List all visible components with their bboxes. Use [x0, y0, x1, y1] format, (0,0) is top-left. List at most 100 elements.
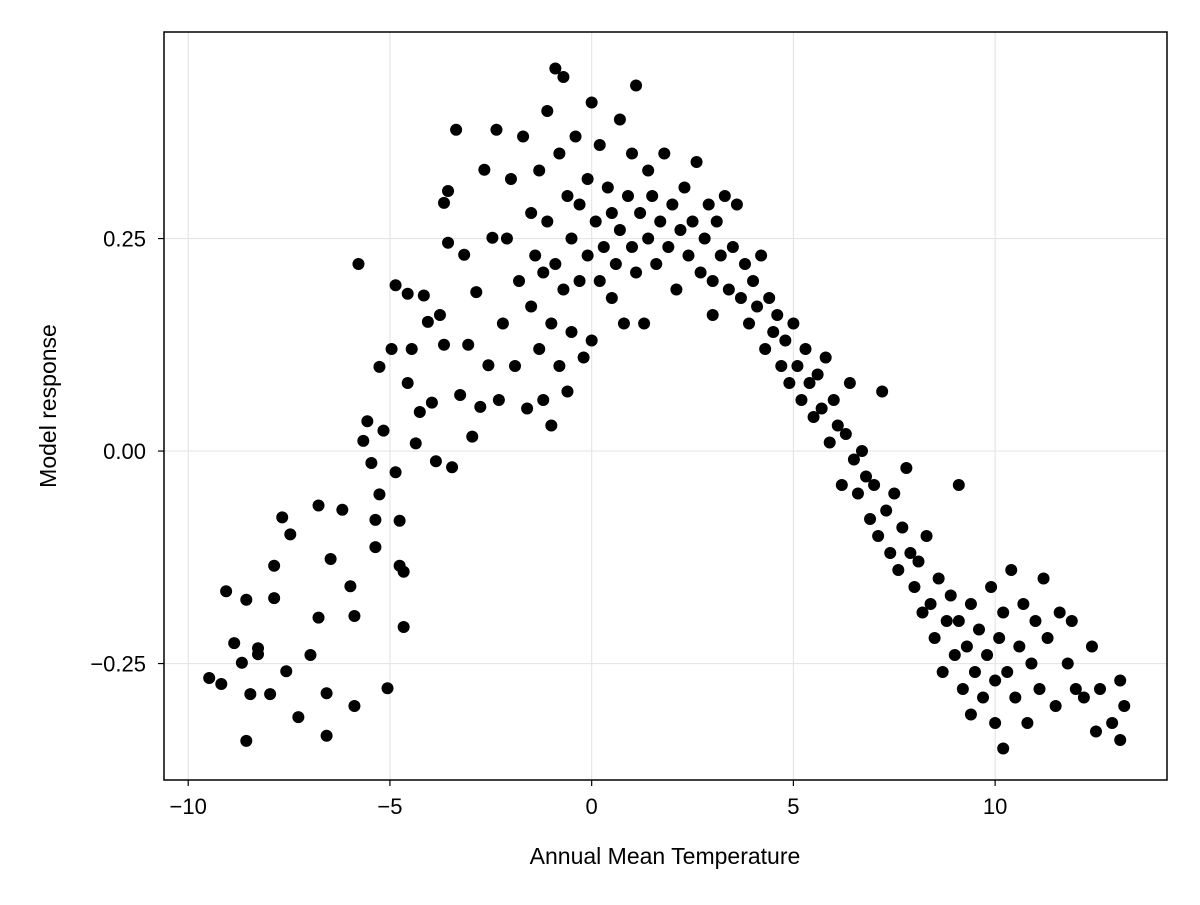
data-point — [811, 368, 824, 381]
data-point — [312, 499, 325, 512]
data-point — [855, 445, 868, 458]
data-point — [621, 190, 634, 203]
data-point — [549, 62, 562, 75]
grid-lines — [164, 32, 1167, 780]
data-point — [215, 677, 228, 690]
data-point — [835, 479, 848, 492]
data-point — [807, 411, 820, 424]
data-point — [421, 315, 434, 328]
data-point — [912, 555, 925, 568]
data-point — [654, 215, 667, 228]
data-point — [605, 207, 618, 220]
data-point — [401, 377, 414, 390]
data-point — [617, 317, 630, 330]
data-point — [324, 553, 337, 565]
x-tick-label: 0 — [586, 794, 598, 819]
data-point — [1033, 683, 1046, 696]
data-point — [678, 181, 691, 194]
data-point — [344, 580, 357, 593]
data-point — [405, 343, 418, 356]
data-point — [533, 343, 546, 356]
data-point — [706, 275, 719, 288]
data-point — [638, 317, 651, 330]
data-point — [791, 360, 804, 373]
y-tick-label: 0.00 — [103, 439, 146, 464]
data-point — [634, 207, 647, 220]
data-point — [369, 513, 382, 526]
data-point — [722, 283, 735, 296]
data-point — [521, 402, 534, 415]
data-point — [500, 232, 513, 245]
data-point — [718, 190, 731, 203]
data-points — [203, 62, 1131, 755]
data-point — [442, 184, 455, 197]
data-point — [964, 708, 977, 721]
data-point — [1021, 717, 1034, 730]
data-point — [470, 286, 483, 299]
data-point — [509, 360, 522, 373]
data-point — [908, 581, 921, 594]
data-point — [1065, 615, 1078, 628]
data-point — [252, 648, 265, 661]
x-tick-label: 10 — [983, 794, 1007, 819]
data-point — [642, 164, 655, 177]
data-point — [823, 436, 836, 449]
data-point — [565, 232, 578, 245]
data-point — [593, 139, 606, 152]
data-point — [1049, 700, 1062, 713]
x-tick-label: −10 — [170, 794, 207, 819]
data-point — [573, 275, 586, 288]
data-point — [795, 394, 808, 407]
data-point — [545, 317, 558, 330]
data-point — [702, 198, 715, 211]
data-point — [585, 334, 598, 347]
data-point — [682, 249, 695, 262]
data-point — [373, 488, 386, 501]
data-point — [864, 513, 877, 526]
data-point — [442, 236, 455, 249]
data-point — [1077, 691, 1090, 704]
data-point — [533, 164, 546, 177]
data-point — [981, 649, 994, 662]
data-point — [630, 79, 643, 92]
data-point — [348, 700, 361, 713]
data-point — [292, 711, 305, 724]
data-point — [1114, 674, 1127, 687]
data-point — [799, 343, 812, 356]
data-point — [989, 674, 1002, 687]
data-point — [694, 266, 707, 279]
data-point — [904, 547, 917, 560]
data-point — [381, 682, 394, 695]
x-tick-label: 5 — [787, 794, 799, 819]
data-point — [952, 479, 965, 492]
data-point — [730, 198, 743, 211]
data-point — [365, 456, 378, 469]
data-point — [454, 388, 467, 401]
data-point — [569, 130, 582, 143]
data-point — [490, 123, 503, 136]
data-point — [474, 400, 487, 413]
data-point — [352, 258, 365, 271]
data-point — [397, 621, 410, 633]
x-axis-ticks: −10 −5 0 5 10 — [170, 780, 1007, 819]
plot-frame — [163, 31, 1168, 781]
x-tick-label: −5 — [377, 794, 402, 819]
data-point — [690, 156, 703, 169]
data-point — [597, 241, 610, 254]
data-point — [609, 258, 622, 271]
data-point — [268, 559, 281, 572]
data-point — [997, 742, 1010, 755]
data-point — [1005, 564, 1018, 577]
data-point — [1053, 606, 1066, 619]
data-point — [336, 503, 349, 516]
data-point — [787, 317, 800, 330]
data-point — [831, 419, 844, 432]
data-point — [706, 309, 719, 322]
data-point — [989, 717, 1002, 730]
data-point — [478, 163, 491, 176]
data-point — [952, 615, 965, 628]
data-point — [385, 343, 398, 356]
data-point — [525, 300, 538, 313]
data-point — [936, 666, 949, 679]
data-point — [280, 665, 293, 678]
